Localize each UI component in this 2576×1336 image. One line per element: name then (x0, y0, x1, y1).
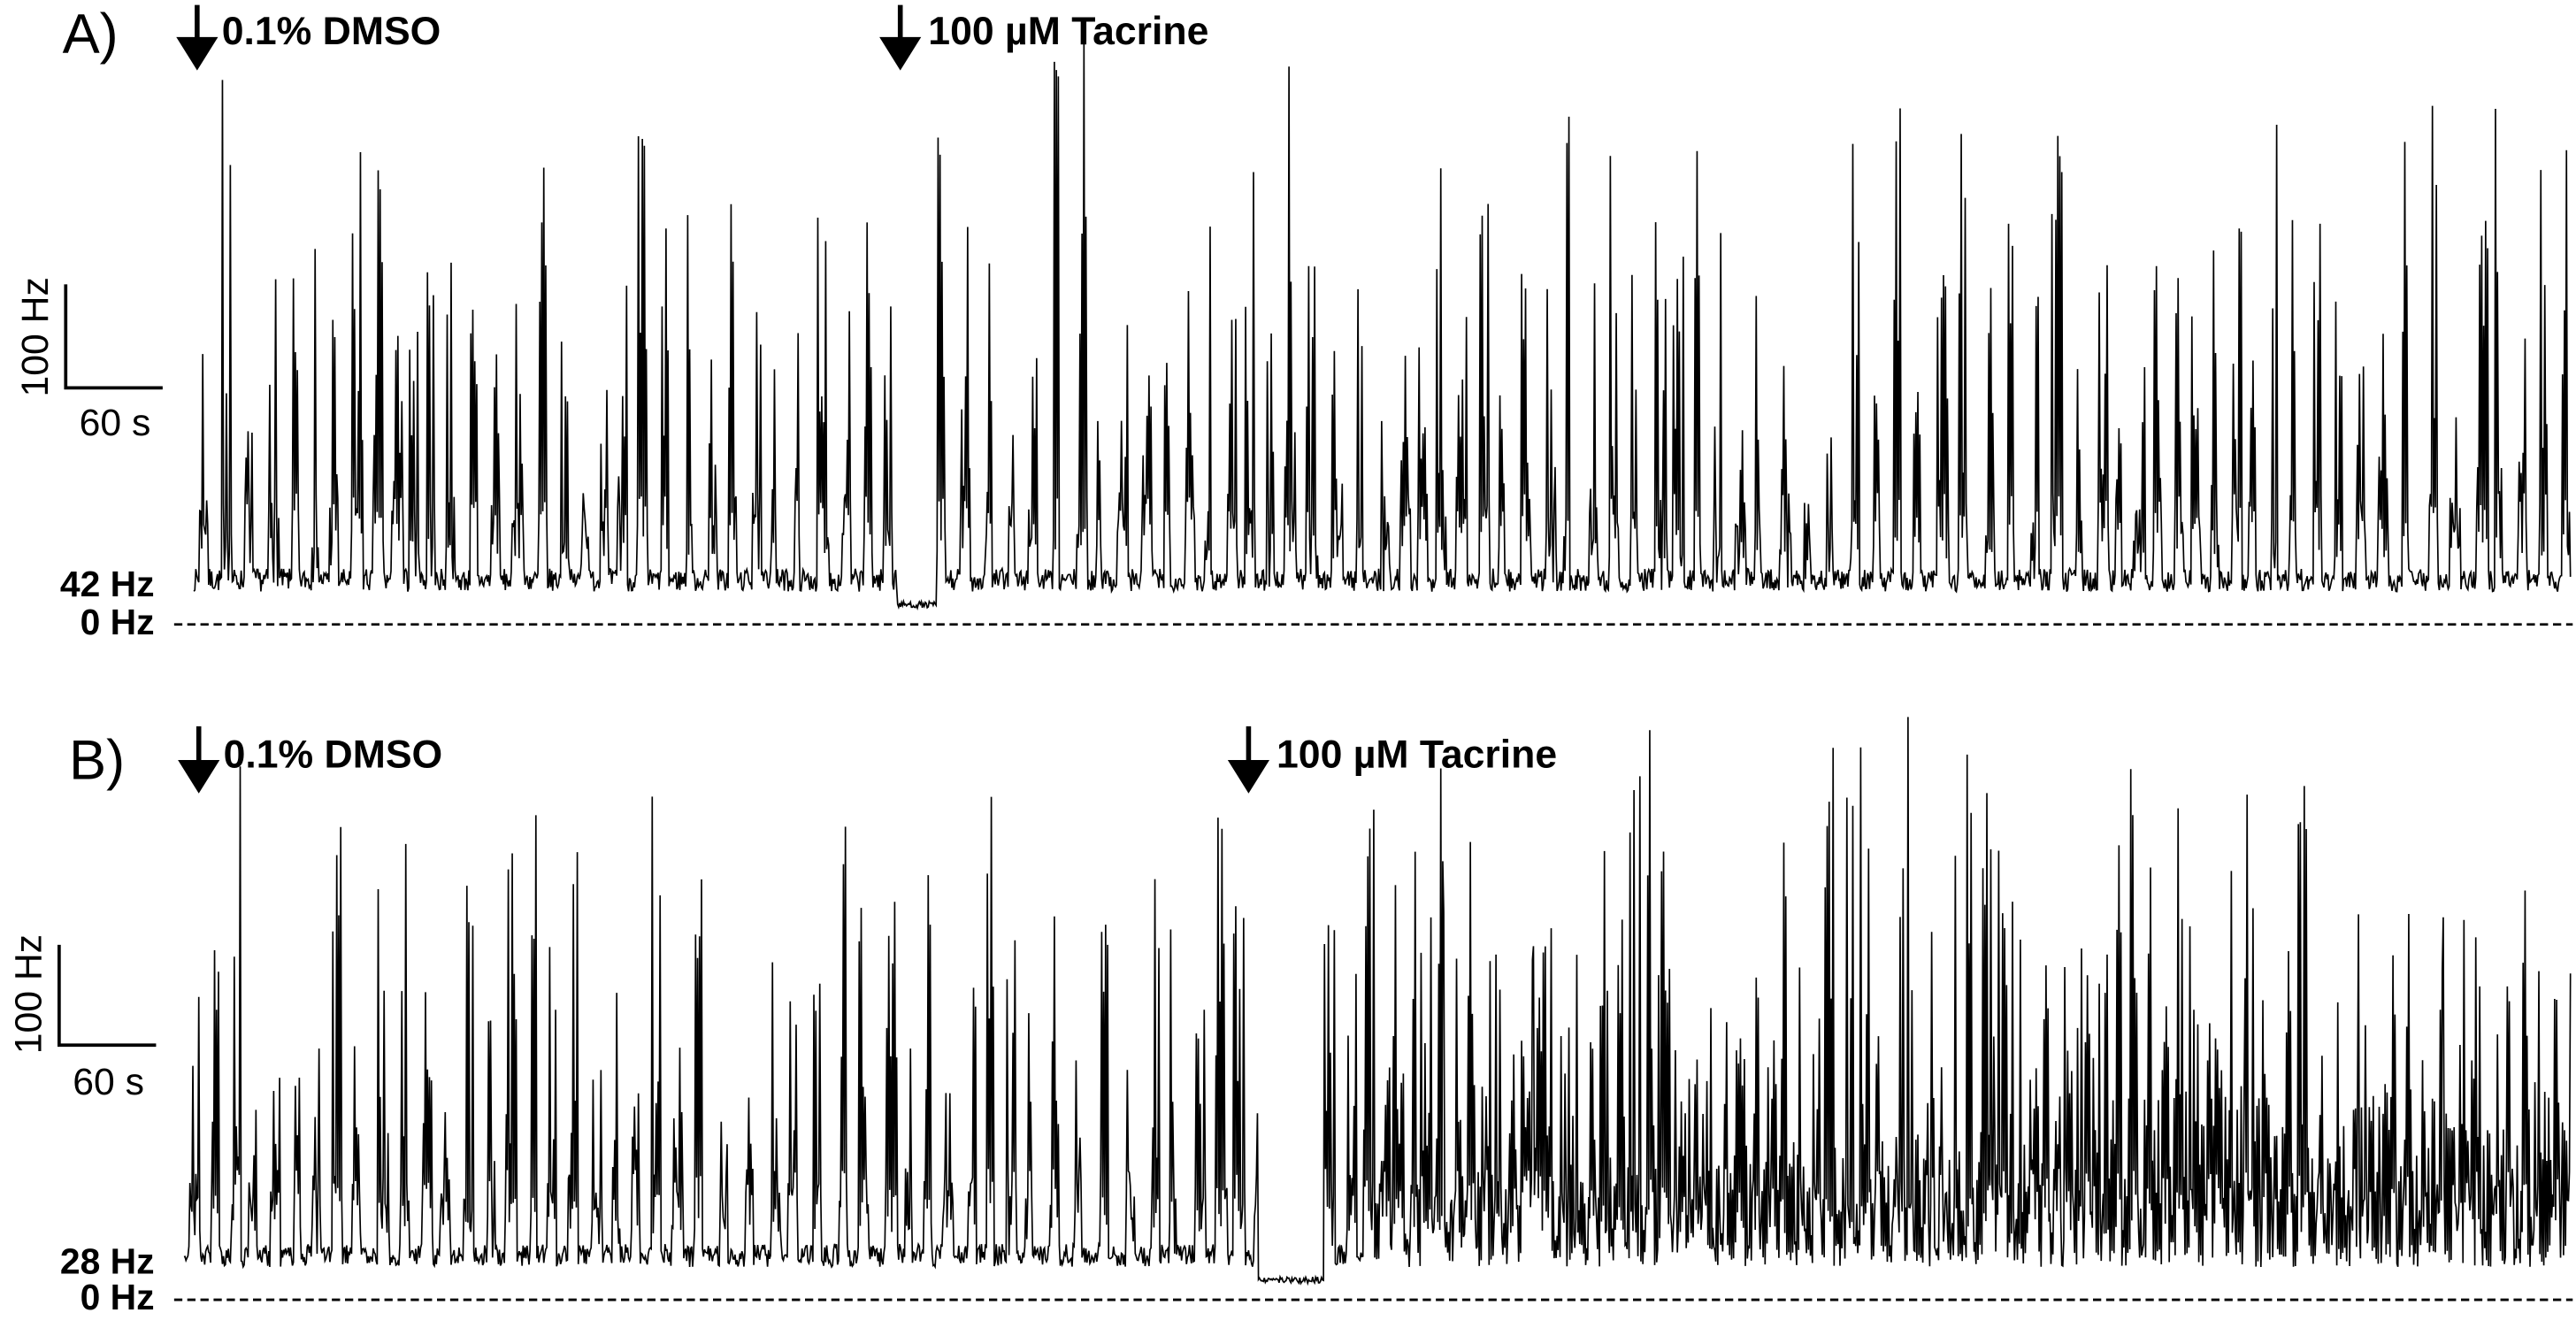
scale-y-label: 100 Hz (14, 277, 57, 396)
arrow (178, 726, 220, 794)
panel-label: B) (69, 729, 125, 791)
annotation: 100 µM Tacrine (928, 10, 1208, 53)
baseline-label: 28 Hz (60, 1240, 155, 1281)
panel-a: A) 0.1% DMSO 100 µM Tacrine 100 Hz 60 s … (14, 3, 2573, 642)
scale-bar (64, 284, 163, 390)
scale-bar (58, 944, 157, 1048)
scale-x-label: 60 s (80, 402, 151, 444)
panel-label: A) (63, 3, 119, 65)
annotation: 0.1% DMSO (222, 10, 441, 53)
trace (183, 717, 2572, 1286)
baseline-label: 42 Hz (60, 564, 155, 604)
annotation: 100 µM Tacrine (1276, 733, 1557, 776)
zero-label: 0 Hz (80, 602, 155, 642)
arrow (879, 4, 922, 71)
trace (193, 40, 2572, 611)
scale-x-label: 60 s (73, 1061, 144, 1103)
scale-y-label: 100 Hz (7, 934, 50, 1054)
arrow (1227, 726, 1270, 794)
annotation: 0.1% DMSO (224, 733, 443, 776)
zero-label: 0 Hz (80, 1277, 155, 1317)
panel-b: B) 0.1% DMSO 100 µM Tacrine 100 Hz 60 s … (7, 717, 2573, 1317)
arrow (176, 4, 218, 71)
